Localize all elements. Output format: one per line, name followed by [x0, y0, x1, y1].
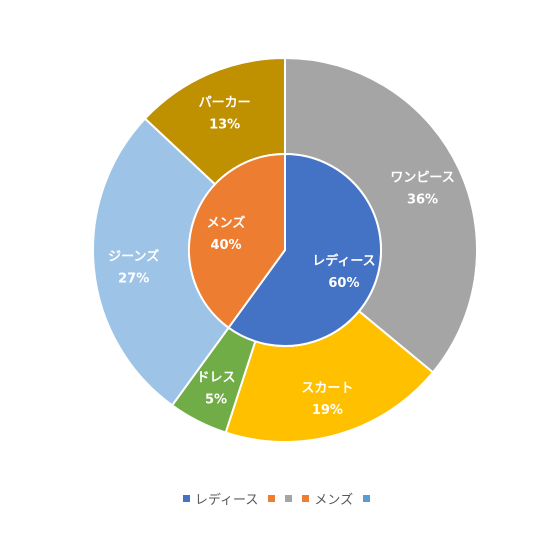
inner-slice-value-1: 40% [210, 238, 241, 253]
legend-swatch-4 [363, 495, 371, 502]
legend-swatch-1 [268, 495, 276, 502]
outer-slice-label-4: パーカー [199, 96, 251, 111]
outer-slice-label-0: ワンピース [390, 170, 454, 185]
legend-swatch-3 [302, 495, 310, 502]
outer-slice-label-3: ジーンズ [108, 248, 159, 264]
legend-item-0: レディース [182, 489, 259, 508]
legend-item-1 [268, 495, 276, 502]
outer-slice-value-4: 13% [209, 118, 240, 133]
inner-slice-label-0: レディース [312, 253, 375, 269]
outer-slice-value-0: 36% [407, 192, 438, 207]
legend-swatch-2 [285, 495, 293, 502]
legend-item-2 [285, 495, 293, 502]
inner-slice-value-0: 60% [328, 276, 359, 291]
outer-slice-label-2: ドレス [196, 370, 235, 385]
inner-slice-0 [227, 152, 382, 347]
legend-item-4 [363, 495, 371, 502]
outer-slice-label-1: スカート [301, 381, 353, 396]
legend-item-3: メンズ [302, 489, 353, 508]
legend-label-0: レディース [194, 493, 259, 508]
outer-slice-value-1: 19% [312, 403, 343, 418]
inner-slice-1 [188, 152, 286, 330]
legend-label-3: メンズ [314, 493, 354, 508]
outer-slice-value-3: 27% [118, 271, 149, 286]
outer-slice-value-2: 5% [205, 392, 227, 407]
inner-slice-label-1: メンズ [207, 215, 246, 231]
chart-legend: レディース メンズ [0, 489, 553, 508]
legend-swatch-0 [182, 495, 190, 502]
